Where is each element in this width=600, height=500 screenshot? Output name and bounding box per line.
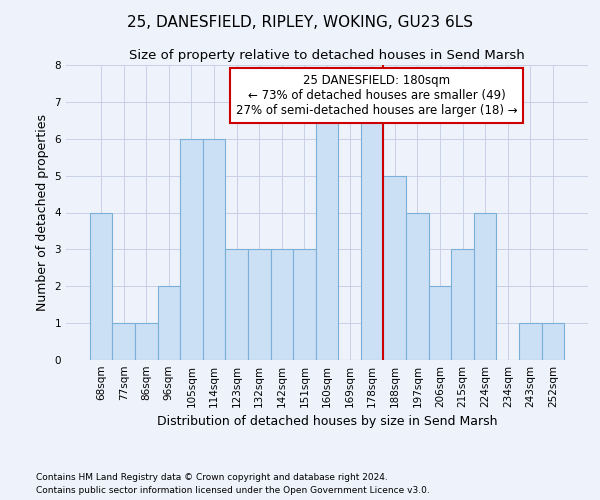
Bar (248, 250, 271, 360)
Text: Contains public sector information licensed under the Open Government Licence v3: Contains public sector information licen… (36, 486, 430, 495)
Bar (112, 323, 135, 360)
Y-axis label: Number of detached properties: Number of detached properties (36, 114, 49, 311)
Bar (519, 323, 542, 360)
X-axis label: Distribution of detached houses by size in Send Marsh: Distribution of detached houses by size … (157, 416, 497, 428)
Bar (226, 250, 248, 360)
Bar (90, 212, 112, 360)
Bar (474, 212, 496, 360)
Bar (406, 212, 428, 360)
Bar (135, 323, 158, 360)
Bar (542, 323, 564, 360)
Bar (271, 250, 293, 360)
Bar (428, 286, 451, 360)
Title: Size of property relative to detached houses in Send Marsh: Size of property relative to detached ho… (129, 50, 525, 62)
Bar (158, 286, 180, 360)
Text: 25, DANESFIELD, RIPLEY, WOKING, GU23 6LS: 25, DANESFIELD, RIPLEY, WOKING, GU23 6LS (127, 15, 473, 30)
Bar (180, 138, 203, 360)
Bar (316, 102, 338, 360)
Bar (361, 102, 383, 360)
Text: Contains HM Land Registry data © Crown copyright and database right 2024.: Contains HM Land Registry data © Crown c… (36, 474, 388, 482)
Bar (383, 176, 406, 360)
Bar (203, 138, 226, 360)
Bar (451, 250, 474, 360)
Text: 25 DANESFIELD: 180sqm
← 73% of detached houses are smaller (49)
27% of semi-deta: 25 DANESFIELD: 180sqm ← 73% of detached … (236, 74, 518, 117)
Bar (293, 250, 316, 360)
